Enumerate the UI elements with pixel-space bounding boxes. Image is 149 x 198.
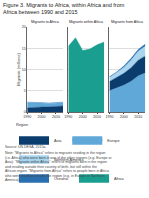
svg-text:20: 20 — [22, 25, 26, 29]
svg-text:Region: Region — [16, 123, 28, 127]
svg-text:Migrants from Africa: Migrants from Africa — [111, 20, 143, 24]
svg-text:Europe: Europe — [107, 139, 119, 143]
svg-text:2010: 2010 — [52, 115, 60, 119]
svg-text:1990: 1990 — [64, 115, 72, 119]
svg-text:1990: 1990 — [105, 115, 113, 119]
svg-text:Migrants (millions): Migrants (millions) — [16, 53, 21, 86]
svg-text:Oceania: Oceania — [54, 177, 69, 181]
svg-text:0: 0 — [24, 110, 26, 114]
svg-text:15: 15 — [22, 47, 26, 51]
svg-text:Africa: Africa — [114, 177, 125, 181]
svg-text:Figure 3. Migrants to Africa,: Figure 3. Migrants to Africa, within Afr… — [3, 2, 125, 15]
svg-text:2000: 2000 — [120, 115, 128, 119]
svg-text:1990: 1990 — [23, 115, 31, 119]
svg-text:Migrants within Africa: Migrants within Africa — [69, 20, 103, 24]
svg-text:2010: 2010 — [134, 115, 142, 119]
svg-text:2010: 2010 — [93, 115, 101, 119]
svg-text:5: 5 — [24, 89, 26, 93]
svg-text:Source: UN DESA, 2015a.: Source: UN DESA, 2015a. — [5, 145, 46, 149]
svg-text:Migrants to Africa: Migrants to Africa — [31, 20, 59, 24]
svg-text:2000: 2000 — [79, 115, 87, 119]
svg-text:Note: "Migrants to Africa" ref: Note: "Migrants to Africa" refers to mig… — [5, 151, 112, 182]
svg-text:Northern America: Northern America — [54, 158, 84, 162]
svg-text:Asia: Asia — [54, 139, 62, 143]
svg-text:2000: 2000 — [38, 115, 46, 119]
svg-text:10: 10 — [22, 68, 26, 72]
